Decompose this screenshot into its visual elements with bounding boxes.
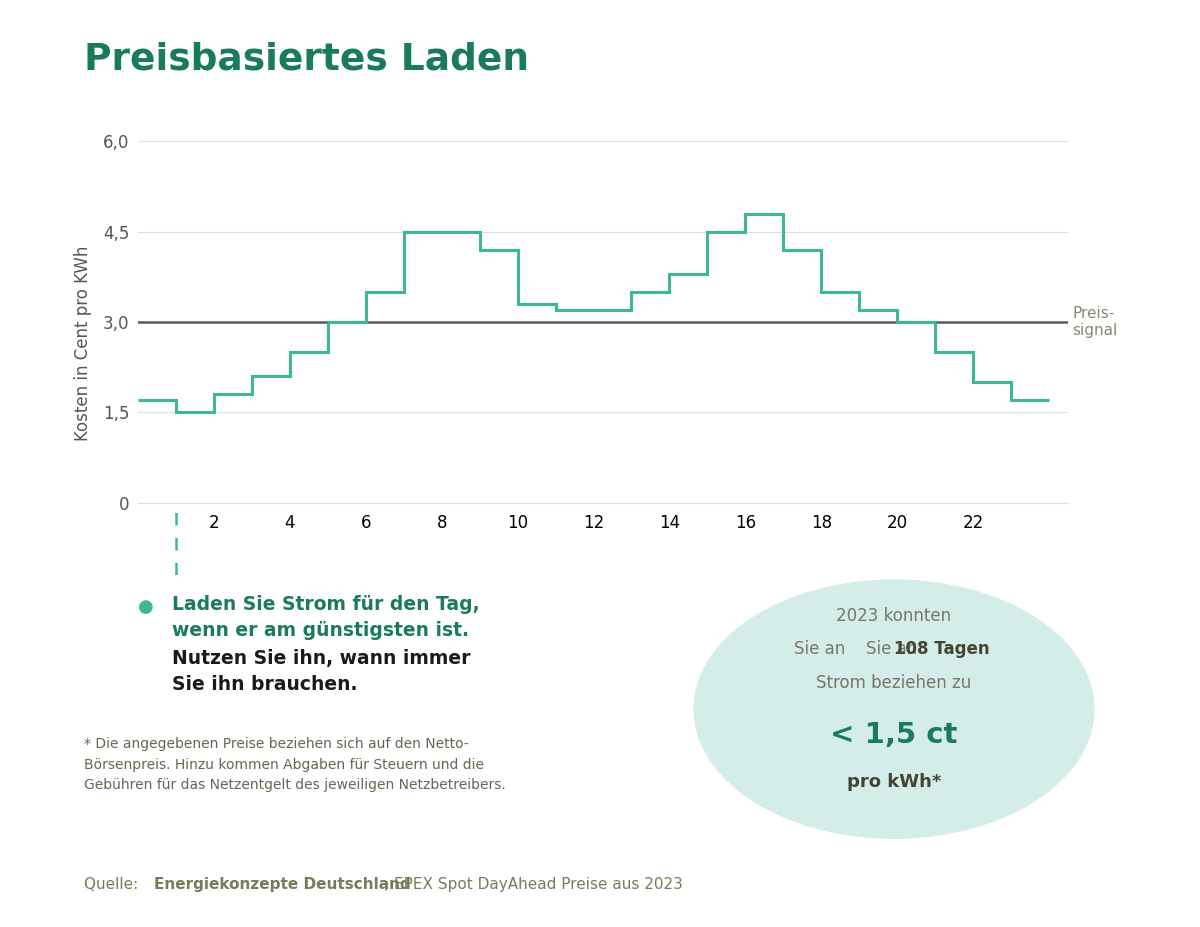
Text: Sie an: Sie an bbox=[865, 641, 923, 658]
Text: Energiekonzepte Deutschland: Energiekonzepte Deutschland bbox=[154, 877, 410, 892]
Text: Quelle:: Quelle: bbox=[84, 877, 143, 892]
Text: 2023 konnten: 2023 konnten bbox=[836, 606, 952, 625]
Text: 108 Tagen: 108 Tagen bbox=[894, 641, 990, 658]
Text: * Die angegebenen Preise beziehen sich auf den Netto-
Börsenpreis. Hinzu kommen : * Die angegebenen Preise beziehen sich a… bbox=[84, 737, 505, 793]
Text: Preisbasiertes Laden: Preisbasiertes Laden bbox=[84, 42, 529, 78]
Y-axis label: Kosten in Cent pro KWh: Kosten in Cent pro KWh bbox=[74, 246, 92, 440]
Text: Sie an: Sie an bbox=[793, 641, 850, 658]
Text: ; EPEX Spot DayAhead Preise aus 2023: ; EPEX Spot DayAhead Preise aus 2023 bbox=[384, 877, 683, 892]
Text: Strom beziehen zu: Strom beziehen zu bbox=[816, 674, 972, 692]
Text: pro kWh*: pro kWh* bbox=[847, 773, 941, 791]
Ellipse shape bbox=[694, 579, 1094, 839]
Text: wenn er am günstigsten ist.: wenn er am günstigsten ist. bbox=[172, 621, 469, 640]
Text: Laden Sie Strom für den Tag,: Laden Sie Strom für den Tag, bbox=[172, 595, 479, 614]
Text: ●: ● bbox=[138, 598, 154, 616]
Text: Preis-
signal: Preis- signal bbox=[1073, 306, 1118, 338]
Text: Sie ihn brauchen.: Sie ihn brauchen. bbox=[172, 675, 358, 693]
Text: < 1,5 ct: < 1,5 ct bbox=[830, 721, 958, 749]
Text: Nutzen Sie ihn, wann immer: Nutzen Sie ihn, wann immer bbox=[172, 649, 470, 667]
